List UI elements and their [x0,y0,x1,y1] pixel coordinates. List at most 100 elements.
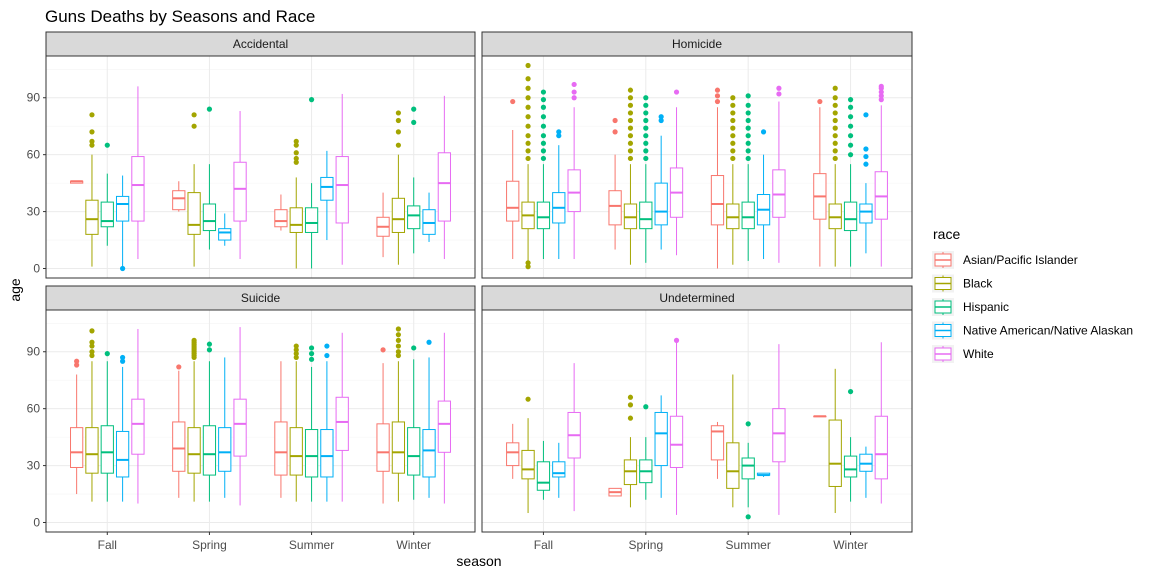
box-iqr [741,201,755,230]
boxplot-black-fall [85,328,99,502]
box-iqr [391,197,406,233]
outlier-point [540,155,547,162]
outlier-point [89,142,95,148]
outlier-point [89,112,95,118]
outlier-point [612,129,618,135]
boxplot-asian-pacific-islander-winter [376,347,390,504]
outlier-point [658,117,664,124]
boxplot-black-winter [828,368,842,514]
outlier-point [745,148,751,154]
outlier-point [832,125,838,131]
outlier-point [89,339,95,345]
boxplot-hispanic-summer [741,93,755,261]
outlier-point [395,352,401,359]
facet-panel-suicide: Suicide 0 30 60 90 Fall Spring Summer Winter [27,285,476,552]
outlier-point [847,114,854,120]
outlier-point [191,112,197,118]
outlier-point [847,97,854,103]
boxplot-native-american-native-alaskan-summer [756,129,771,260]
boxplot-white-winter [874,83,888,267]
box-iqr [218,427,232,472]
outlier-point [525,95,531,101]
outlier-point [540,133,547,139]
outlier-point [832,95,838,101]
boxplot-asian-pacific-islander-fall [506,98,520,260]
box-iqr [115,195,130,222]
outlier-point [525,140,531,146]
box-iqr [521,449,535,480]
outlier-point [643,148,649,154]
legend-label: Asian/Pacific Islander [963,253,1078,267]
boxplot-black-summer [289,138,303,269]
outlier-point [863,112,869,118]
outlier-point [776,91,782,97]
box-iqr [320,176,334,201]
boxplot-hispanic-summer [304,345,319,502]
y-tick-label: 30 [27,459,41,473]
box-iqr [274,421,288,476]
box-iqr [536,201,551,230]
boxplot-asian-pacific-islander-fall [70,358,84,495]
outlier-point [308,351,315,357]
outlier-point [745,102,751,108]
outlier-point [191,337,197,343]
outlier-point [878,93,884,99]
box-iqr [741,457,755,480]
legend-label: Black [963,277,993,291]
outlier-point [308,345,315,351]
outlier-point [293,351,299,357]
box-iqr [422,429,436,478]
boxplot-white-fall [131,86,145,260]
outlier-point [760,129,767,135]
outlier-point [847,388,854,395]
outlier-point [714,98,721,105]
outlier-point [863,161,869,167]
boxplot-white-summer [335,93,349,265]
outlier-point [643,125,649,131]
boxplot-black-spring [623,87,638,265]
box-iqr [654,182,668,226]
panel-border [481,309,913,533]
outlier-point [878,97,884,103]
outlier-point [525,396,531,402]
box-iqr [202,203,217,232]
outlier-point [878,83,884,89]
outlier-point [627,394,634,400]
boxplot-asian-pacific-islander-spring [172,181,186,212]
legend: Asian/Pacific Islander Black Hispanic Nativ… [932,251,1133,363]
outlier-point [525,114,531,120]
boxplot-hispanic-spring [202,106,217,250]
boxplot-black-fall [521,62,535,270]
box-iqr [202,425,217,476]
outlier-point [74,358,80,364]
outlier-point [89,352,95,359]
outlier-point [120,354,126,361]
outlier-point [643,155,649,162]
outlier-point [525,155,531,162]
box-iqr [391,421,406,474]
outlier-point [525,264,531,270]
boxplot-black-spring [187,112,201,267]
outlier-point [643,95,649,101]
outlier-point [658,114,664,120]
panel-border [481,55,913,279]
outlier-point [206,341,213,347]
y-tick-label: 0 [33,262,40,276]
outlier-point [730,125,736,131]
box-iqr [233,161,247,222]
x-tick-label: Summer [289,538,334,552]
outlier-point [643,102,649,108]
boxplot-asian-pacific-islander-spring [608,117,622,250]
facet-strip-label: Undetermined [659,291,734,305]
outlier-point [745,140,751,146]
outlier-point [627,87,634,93]
outlier-point [832,148,838,154]
outlier-point [627,415,634,421]
boxplot-native-american-native-alaskan-winter [859,112,873,254]
outlier-point [730,117,736,124]
box-iqr [506,180,520,222]
box-iqr [304,207,319,233]
box-iqr [100,425,114,474]
outlier-point [525,148,531,154]
boxplot-native-american-native-alaskan-summer [756,472,771,477]
